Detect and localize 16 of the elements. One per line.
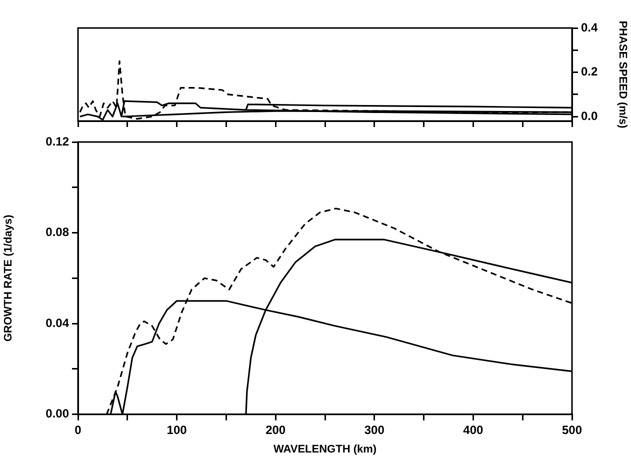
x-tick-label: 100 xyxy=(166,422,188,437)
x-tick-label: 400 xyxy=(463,422,484,437)
x-tick-label: 200 xyxy=(266,422,286,437)
y-tick-label: 0.08 xyxy=(46,225,70,240)
y-tick-label: 0.04 xyxy=(46,316,70,330)
x-axis-title: WAVELENGTH (km) xyxy=(273,443,377,456)
y2-tick-label: 0.2 xyxy=(581,64,598,79)
x-tick-label: 300 xyxy=(364,422,385,437)
y-axis-title: GROWTH RATE (1/days) xyxy=(2,214,15,342)
y-tick-label: 0.12 xyxy=(46,134,70,148)
y2-axis-title: PHASE SPEED (m/s) xyxy=(616,20,628,129)
y2-tick-label: 0.4 xyxy=(581,20,598,34)
y-tick-label: 0.00 xyxy=(46,406,70,421)
y2-tick-label: 0.0 xyxy=(581,108,598,123)
x-tick-label: 0 xyxy=(74,422,82,437)
x-tick-label: 500 xyxy=(562,422,582,437)
